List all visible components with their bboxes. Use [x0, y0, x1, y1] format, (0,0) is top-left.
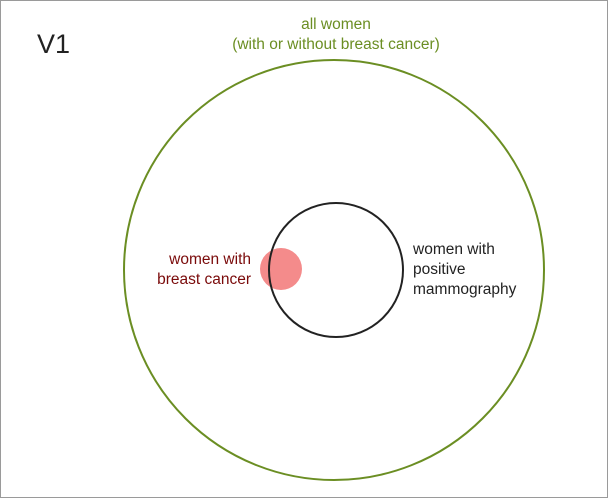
breast-cancer-label-line-2: breast cancer [157, 271, 251, 288]
breast-cancer-label-line-1: women with [169, 251, 251, 268]
all-women-label: all women (with or without breast cancer… [216, 15, 456, 55]
breast-cancer-label: women with breast cancer [157, 250, 251, 290]
version-label: V1 [37, 29, 71, 59]
positive-mammography-label-line-3: mammography [413, 281, 517, 298]
all-women-label-line-1: all women [301, 16, 371, 33]
breast-cancer-circle [260, 248, 302, 290]
positive-mammography-circle [268, 202, 404, 338]
positive-mammography-label-line-2: positive [413, 261, 466, 278]
positive-mammography-label: women with positive mammography [413, 240, 516, 300]
all-women-label-line-2: (with or without breast cancer) [232, 36, 440, 53]
positive-mammography-label-line-1: women with [413, 241, 495, 258]
all-women-circle [123, 59, 545, 481]
